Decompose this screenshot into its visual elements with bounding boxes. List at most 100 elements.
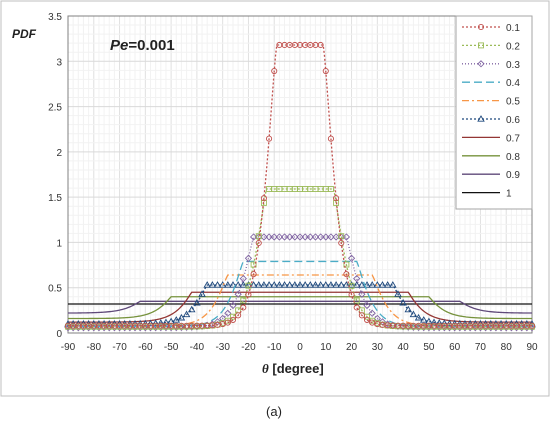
- data-point-circle: [224, 319, 231, 326]
- data-point-triangle: [311, 281, 320, 288]
- x-tick-label: -10: [267, 342, 282, 353]
- annotation-value: =0.001: [128, 37, 174, 54]
- data-point-diamond: [301, 233, 309, 241]
- data-point-diamond: [492, 323, 500, 332]
- data-point-diamond: [100, 323, 108, 332]
- data-point-triangle: [342, 281, 351, 288]
- data-point-square: [478, 42, 484, 49]
- data-point-diamond: [157, 323, 165, 332]
- data-point-triangle: [368, 281, 376, 288]
- x-tick-label: 0: [297, 342, 303, 353]
- legend-label: 0.9: [506, 170, 520, 181]
- data-point-circle: [266, 135, 273, 142]
- series-line: [68, 236, 532, 329]
- data-point-triangle: [275, 281, 284, 288]
- data-point-triangle: [306, 281, 315, 288]
- data-point-circle: [348, 291, 355, 298]
- data-point-triangle: [151, 319, 160, 327]
- data-point-diamond: [306, 233, 314, 241]
- data-point-circle: [322, 67, 329, 75]
- data-point-triangle: [182, 310, 191, 318]
- x-axis-symbol: θ: [262, 361, 269, 376]
- x-tick-label: -60: [138, 342, 153, 353]
- y-tick-label: 1: [56, 238, 62, 249]
- data-point-diamond: [425, 323, 433, 332]
- data-point-triangle: [363, 281, 371, 288]
- data-point-triangle: [167, 317, 175, 325]
- data-point-triangle: [347, 281, 356, 288]
- data-point-diamond: [456, 323, 464, 332]
- data-point-diamond: [126, 323, 134, 332]
- y-tick-label: 3.5: [48, 12, 62, 23]
- data-point-circle: [271, 67, 278, 75]
- data-point-circle: [338, 239, 345, 247]
- data-point-triangle: [203, 281, 211, 288]
- data-point-triangle: [172, 316, 181, 323]
- data-point-diamond: [327, 233, 335, 241]
- data-point-diamond: [270, 233, 278, 241]
- data-point-triangle: [187, 305, 196, 313]
- data-point-triangle: [254, 281, 263, 288]
- legend-label: 0.3: [506, 60, 520, 71]
- data-point-triangle: [440, 319, 449, 327]
- data-point-diamond: [177, 323, 186, 332]
- data-point-diamond: [239, 274, 247, 283]
- data-point-triangle: [249, 281, 258, 288]
- series-line: [68, 188, 532, 328]
- data-point-triangle: [296, 281, 304, 288]
- data-point-diamond: [105, 323, 113, 332]
- data-point-diamond: [342, 233, 351, 241]
- data-point-circle: [240, 304, 247, 311]
- series-line: [68, 44, 532, 327]
- data-point-circle: [327, 135, 334, 142]
- data-point-triangle: [419, 316, 428, 323]
- data-point-diamond: [296, 233, 304, 241]
- data-point-triangle: [332, 281, 340, 288]
- figure-caption: (a): [266, 404, 282, 419]
- data-point-triangle: [224, 281, 232, 288]
- data-point-diamond: [332, 233, 340, 241]
- data-point-circle: [317, 41, 324, 49]
- x-tick-label: 20: [346, 342, 358, 353]
- legend: 0.1 0.2 0.3 0.4 0.5 0.6 0.7 0.8 0.9 1: [455, 15, 533, 210]
- data-point-diamond: [265, 233, 273, 241]
- legend-label: 0.1: [506, 23, 520, 34]
- legend-label: 0.8: [506, 152, 520, 163]
- data-point-circle: [333, 195, 340, 202]
- data-point-triangle: [321, 281, 330, 288]
- x-tick-label: 70: [475, 342, 487, 353]
- data-point-triangle: [208, 281, 217, 288]
- x-tick-label: 60: [449, 342, 461, 353]
- x-tick-label: 30: [372, 342, 384, 353]
- data-point-circle: [528, 322, 536, 329]
- grid: [67, 15, 533, 334]
- series-line: [68, 296, 532, 320]
- data-point-triangle: [327, 281, 335, 288]
- x-tick-label: -20: [241, 342, 256, 353]
- data-point-diamond: [136, 323, 144, 332]
- data-point-triangle: [358, 281, 366, 288]
- data-point-triangle: [378, 281, 387, 288]
- data-point-circle: [353, 304, 360, 311]
- data-point-diamond: [224, 309, 232, 317]
- data-point-square: [343, 261, 350, 268]
- series-line: [68, 300, 532, 314]
- data-point-triangle: [409, 310, 418, 318]
- data-point-diamond: [260, 233, 268, 241]
- data-point-diamond: [291, 233, 299, 241]
- x-tick-label: 80: [501, 342, 513, 353]
- data-point-diamond: [358, 290, 366, 298]
- data-point-triangle: [394, 290, 402, 297]
- data-point-diamond: [528, 323, 536, 332]
- data-point-triangle: [198, 290, 206, 297]
- data-point-triangle: [383, 281, 392, 288]
- y-tick-label: 1.5: [48, 193, 62, 204]
- data-point-diamond: [461, 323, 469, 332]
- annotation-text: Pe=0.001: [110, 37, 175, 54]
- data-point-diamond: [275, 233, 284, 241]
- x-tick-label: -80: [87, 342, 102, 353]
- legend-label: 0.4: [506, 78, 520, 89]
- data-point-diamond: [286, 233, 294, 241]
- y-tick-label: 0.5: [48, 284, 62, 295]
